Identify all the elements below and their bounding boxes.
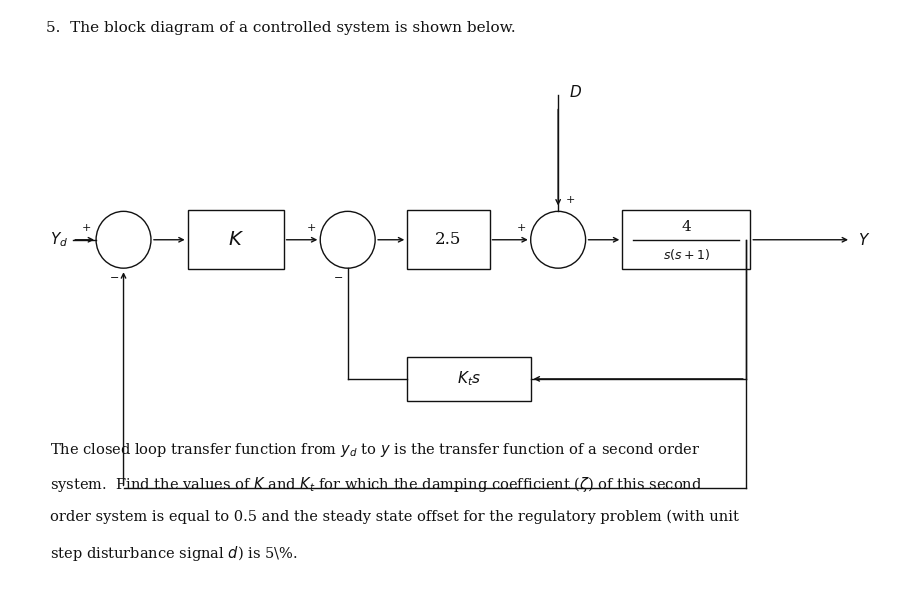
Text: $Y_d$: $Y_d$ xyxy=(50,230,69,249)
Text: 5.  The block diagram of a controlled system is shown below.: 5. The block diagram of a controlled sys… xyxy=(46,21,515,35)
Text: order system is equal to 0.5 and the steady state offset for the regulatory prob: order system is equal to 0.5 and the ste… xyxy=(50,510,739,524)
Text: $-$: $-$ xyxy=(109,271,120,281)
Text: 2.5: 2.5 xyxy=(436,231,461,248)
Text: +: + xyxy=(517,223,526,233)
Text: $Y$: $Y$ xyxy=(858,231,870,248)
Text: $K$: $K$ xyxy=(228,231,243,249)
Bar xyxy=(407,356,531,401)
Text: The closed loop transfer function from $y_d$ to $y$ is the transfer function of : The closed loop transfer function from $… xyxy=(50,441,701,459)
Bar xyxy=(188,210,284,269)
Text: $-$: $-$ xyxy=(333,271,344,281)
Text: 4: 4 xyxy=(682,220,691,234)
Text: system.  Find the values of $K$ and $K_t$ for which the damping coefficient ($\z: system. Find the values of $K$ and $K_t$… xyxy=(50,475,703,494)
Text: +: + xyxy=(565,195,575,205)
Bar xyxy=(622,210,750,269)
Text: +: + xyxy=(82,223,92,233)
Text: $K_t s$: $K_t s$ xyxy=(457,369,481,388)
Text: +: + xyxy=(307,223,316,233)
Text: $s(s+1)$: $s(s+1)$ xyxy=(662,247,710,262)
Text: step disturbance signal $d$) is 5\%.: step disturbance signal $d$) is 5\%. xyxy=(50,544,297,563)
Bar xyxy=(407,210,490,269)
Text: $D$: $D$ xyxy=(569,83,582,100)
